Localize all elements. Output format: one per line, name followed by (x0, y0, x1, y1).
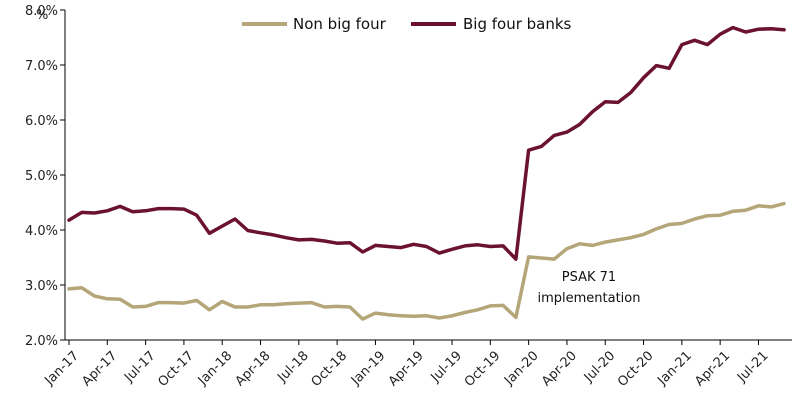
x-tick-label: Oct-17 (155, 348, 197, 390)
legend: Non big four Big four banks (242, 15, 572, 33)
x-tick-label: Apr-20 (539, 348, 580, 389)
annotation-psak-71: PSAK 71 implementation (537, 270, 640, 306)
x-tick-label: Jan-19 (348, 348, 389, 389)
x-tick-label: Jul-17 (121, 348, 158, 385)
series-layer (67, 25, 786, 321)
legend-label-non-big-four: Non big four (293, 15, 387, 33)
x-tick-label: Apr-17 (79, 348, 120, 389)
x-tick-label: Oct-19 (462, 348, 504, 390)
x-tick-label: Oct-18 (309, 348, 351, 390)
y-tick-label: 8.0% (25, 4, 58, 19)
legend-label-big-four-banks: Big four banks (463, 15, 572, 33)
x-tick-label: Apr-21 (692, 348, 733, 389)
annotation-line-2: implementation (537, 291, 640, 306)
x-tick-label: Jul-18 (274, 348, 311, 385)
y-tick-label: 2.0% (25, 334, 58, 349)
x-tick-label: Jul-21 (734, 348, 771, 385)
x-tick-label: Jul-19 (428, 348, 465, 385)
x-tick-label: Apr-18 (233, 348, 274, 389)
y-axis-ticks: 2.0% 3.0% 4.0% 5.0% 6.0% 7.0% 8.0% (25, 4, 65, 349)
y-tick-label: 6.0% (25, 114, 58, 129)
y-tick-label: 4.0% (25, 224, 58, 239)
y-tick-label: 3.0% (25, 279, 58, 294)
x-tick-label: Jan-20 (501, 348, 542, 389)
y-unit-label: % (36, 8, 48, 23)
x-tick-label: Apr-19 (386, 348, 427, 389)
series-line-non-big-four (67, 201, 786, 321)
x-tick-label: Jan-17 (42, 348, 83, 389)
x-tick-label: Oct-20 (615, 348, 657, 390)
annotation-line-1: PSAK 71 (562, 270, 616, 285)
axes (64, 10, 792, 341)
x-tick-label: Jul-20 (581, 348, 618, 385)
x-tick-label: Jan-21 (654, 348, 695, 389)
series-line-big-four-banks (67, 25, 786, 261)
y-tick-label: 7.0% (25, 59, 58, 74)
x-tick-label: Jan-18 (195, 348, 236, 389)
y-tick-label: 5.0% (25, 169, 58, 184)
